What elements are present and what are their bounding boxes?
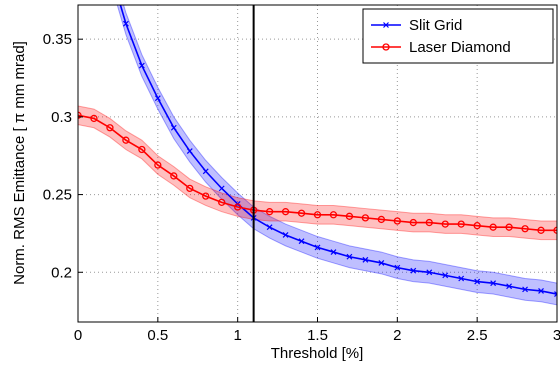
legend-marker <box>383 22 389 28</box>
x-tick-label: 0.5 <box>147 327 168 344</box>
error-band <box>116 5 557 306</box>
plot-area <box>78 5 557 322</box>
x-tick-label: 1 <box>233 327 241 344</box>
marker <box>473 222 481 230</box>
marker <box>425 218 433 227</box>
marker <box>265 208 274 216</box>
x-tick-label: 0 <box>74 327 82 344</box>
marker <box>521 225 529 233</box>
marker <box>314 244 321 251</box>
marker <box>490 280 497 287</box>
marker <box>442 272 449 279</box>
marker <box>138 62 145 69</box>
marker <box>537 226 545 234</box>
marker <box>138 145 146 154</box>
marker <box>522 286 528 293</box>
marker <box>170 124 177 131</box>
marker <box>394 264 401 271</box>
marker <box>377 215 386 224</box>
error-band <box>78 105 557 241</box>
marker <box>154 161 162 169</box>
marker <box>154 95 161 102</box>
marker <box>553 226 557 234</box>
marker <box>202 192 210 200</box>
marker <box>409 218 417 227</box>
y-tick-label: 0.25 <box>43 187 72 204</box>
marker <box>506 283 513 290</box>
marker <box>378 260 385 266</box>
marker <box>393 217 401 225</box>
marker <box>297 209 306 217</box>
marker <box>554 291 557 297</box>
marker <box>329 211 338 219</box>
marker <box>457 220 465 228</box>
marker <box>441 220 449 228</box>
marker <box>426 269 433 276</box>
axes: 0 0.5 1 1.5 2 2.5 3 0.2 0.25 0.3 0.35 <box>43 31 560 344</box>
marker <box>489 223 497 231</box>
marker <box>234 203 242 211</box>
y-tick-label: 0.35 <box>43 31 72 48</box>
series-line <box>78 114 557 232</box>
marker <box>186 184 194 193</box>
marker <box>346 253 353 260</box>
y-tick-label: 0.3 <box>51 109 72 126</box>
marker <box>266 224 273 231</box>
marker <box>298 238 305 245</box>
x-axis-label: Threshold [%] <box>271 345 364 362</box>
legend-label: Slit Grid <box>409 17 462 34</box>
marker <box>186 148 193 154</box>
marker <box>122 136 130 144</box>
y-tick-label: 0.2 <box>51 264 72 281</box>
marker <box>458 275 465 282</box>
marker <box>218 198 226 206</box>
marker <box>313 211 322 219</box>
marker <box>362 256 369 263</box>
marker <box>538 287 544 294</box>
marker <box>330 249 337 255</box>
legend: Slit Grid Laser Diamond <box>362 8 554 64</box>
marker <box>202 168 209 175</box>
x-tick-label: 1.5 <box>307 327 328 344</box>
marker <box>505 223 513 231</box>
marker <box>106 124 114 132</box>
marker <box>282 232 289 238</box>
legend-box <box>362 8 554 64</box>
marker <box>170 172 178 180</box>
marker <box>361 214 370 222</box>
x-tick-label: 3 <box>553 327 560 344</box>
marker <box>281 208 290 216</box>
y-axis-label: Norm. RMS Emittance [ π mm mrad] <box>11 41 28 285</box>
x-tick-label: 2.5 <box>467 327 488 344</box>
x-tick-label: 2 <box>393 327 401 344</box>
marker <box>122 20 129 27</box>
marker <box>345 212 354 220</box>
legend-label: Laser Diamond <box>409 39 511 56</box>
marker <box>78 111 82 119</box>
marker <box>410 267 417 274</box>
legend-marker <box>382 43 390 51</box>
marker <box>90 114 98 123</box>
marker <box>474 278 481 285</box>
marker <box>218 185 225 192</box>
